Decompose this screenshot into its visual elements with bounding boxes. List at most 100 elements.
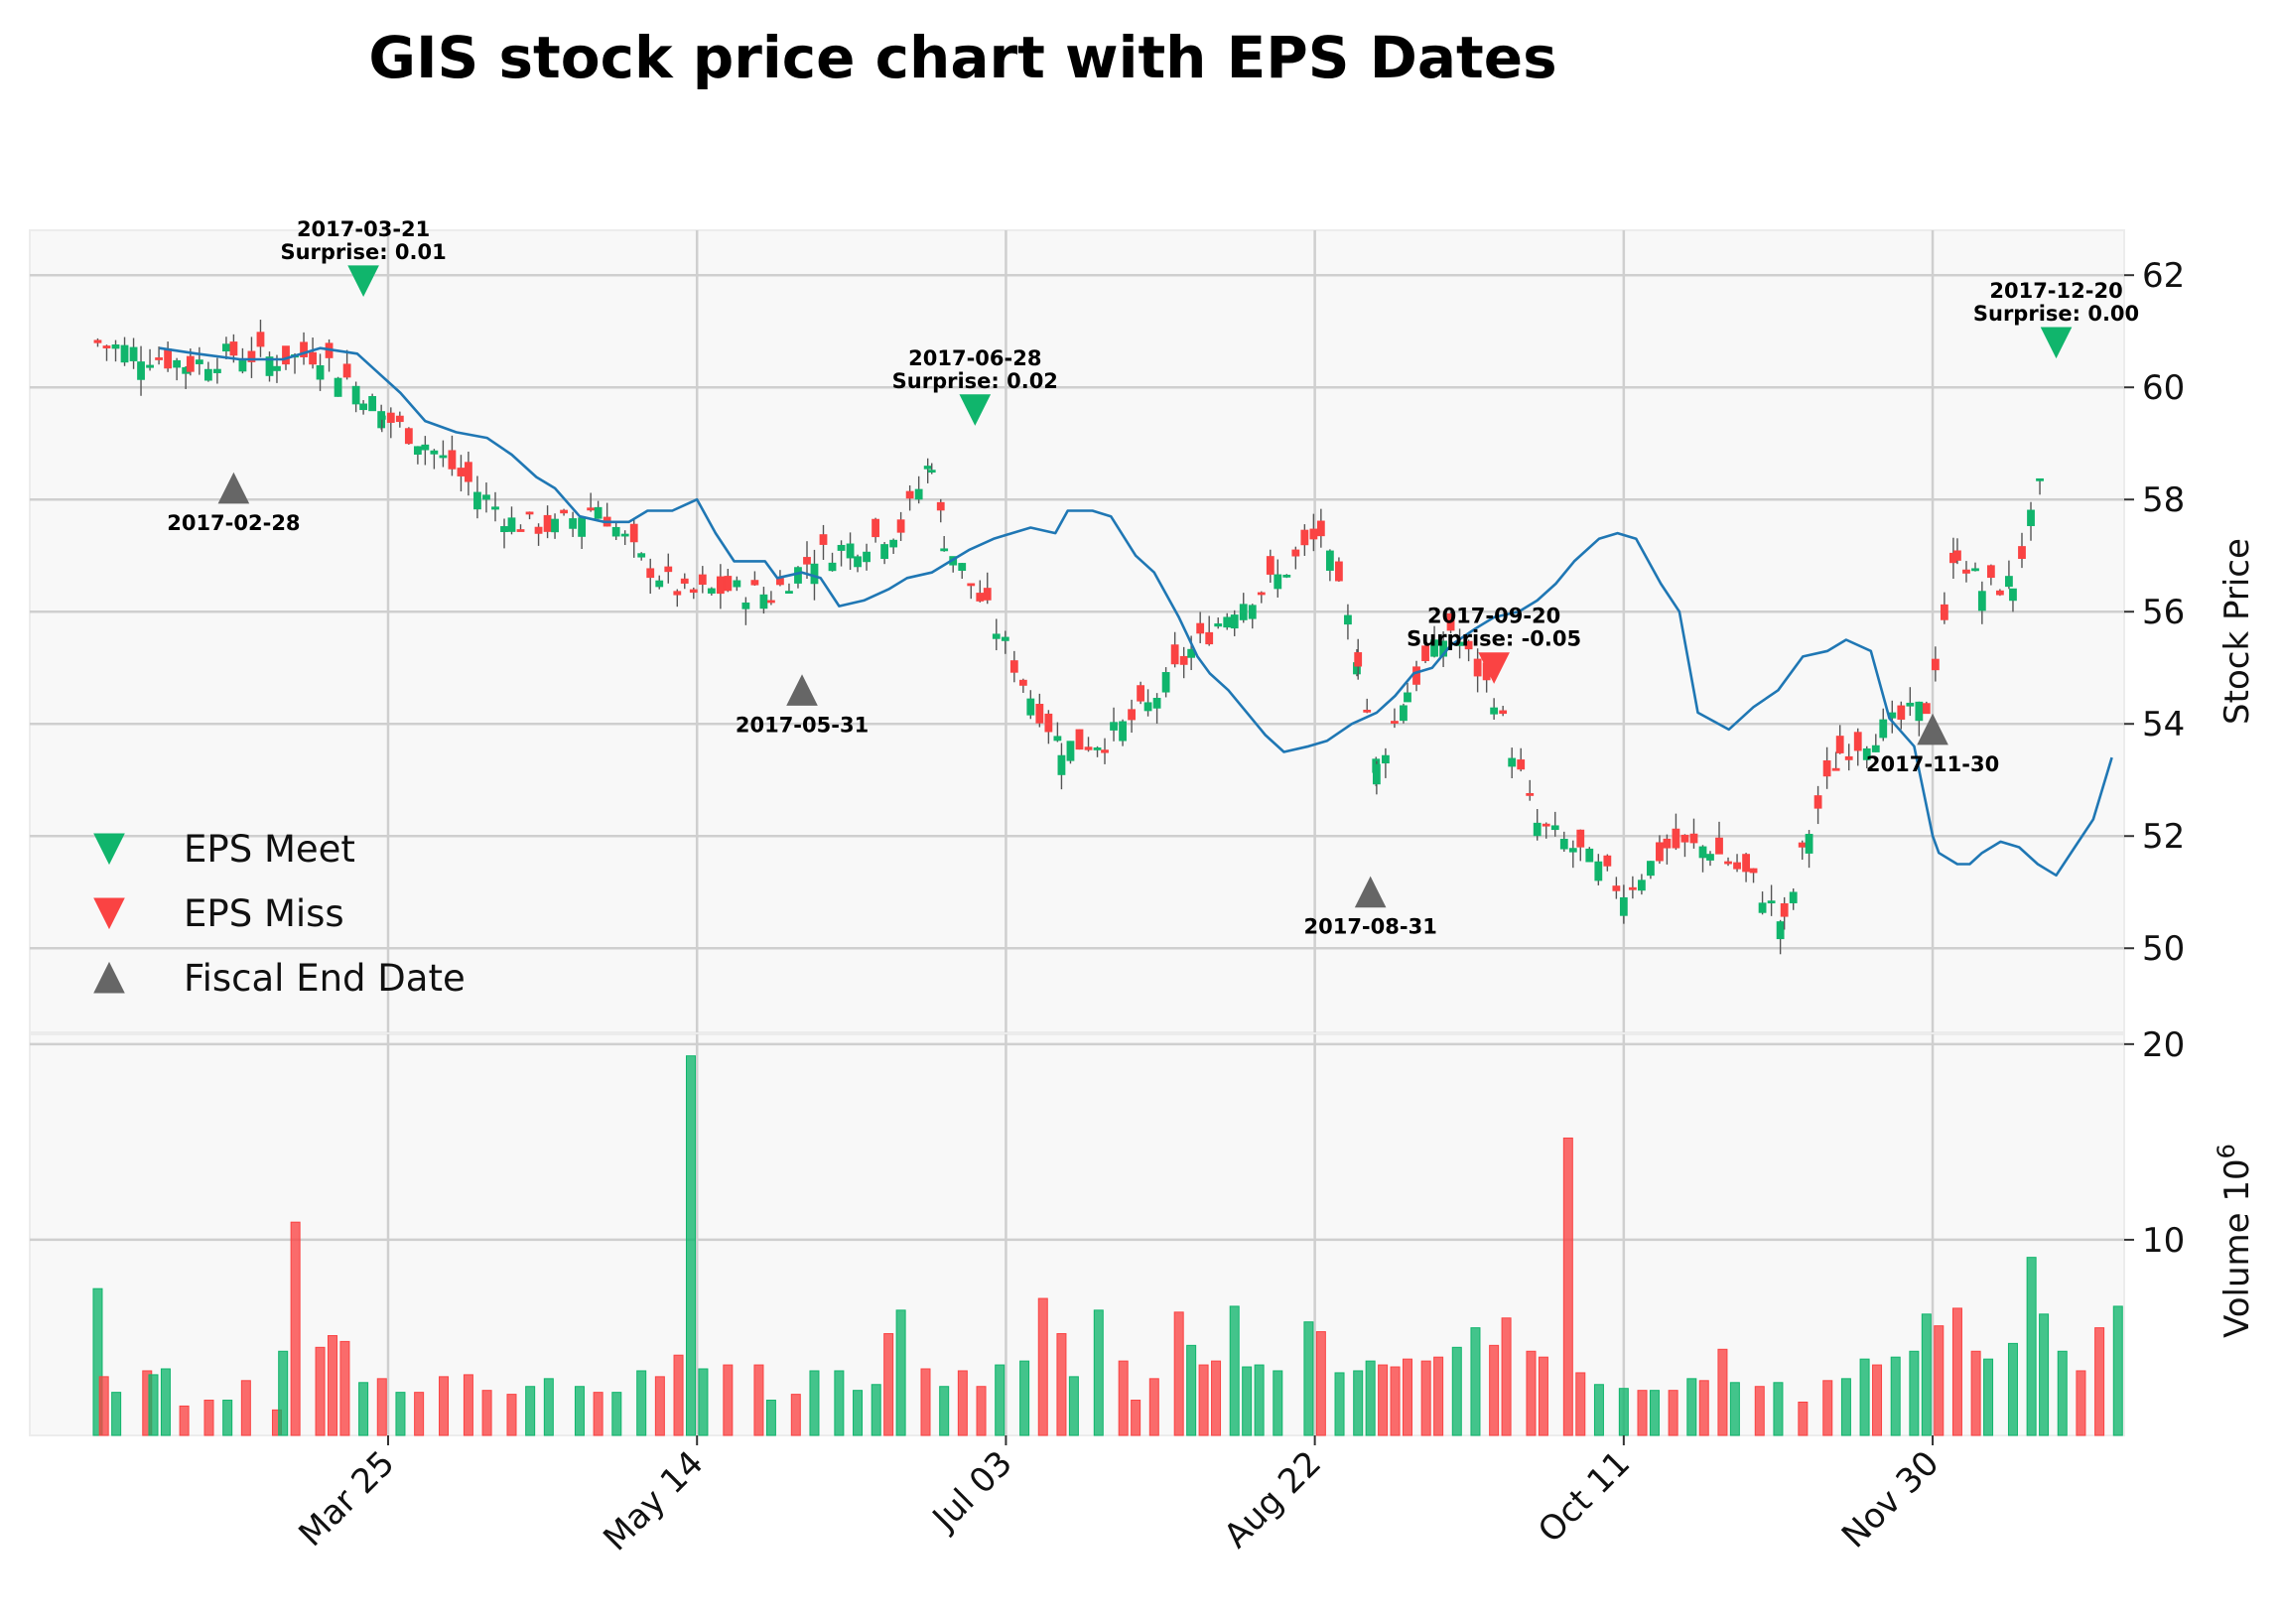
candle-body	[137, 361, 145, 380]
candle-body	[1813, 795, 1822, 809]
candle-body	[1248, 605, 1257, 619]
candle-body	[1879, 719, 1888, 739]
candle-body	[854, 556, 862, 568]
candle-body	[1550, 825, 1559, 831]
volume-bar	[1575, 1372, 1586, 1436]
volume-bar	[1773, 1382, 1784, 1436]
candle-body	[1223, 616, 1232, 628]
candle-body	[155, 357, 163, 360]
candle-body	[810, 563, 819, 585]
volume-bar	[1951, 1307, 1962, 1436]
volume-bar	[2007, 1342, 2018, 1436]
volume-bar	[1173, 1311, 1184, 1436]
candle-body	[186, 355, 195, 372]
candle-body	[1274, 574, 1282, 590]
candle-body	[936, 501, 945, 511]
candle-body	[733, 580, 741, 588]
candle-body	[1325, 550, 1334, 571]
x-tick-label: Mar 25	[291, 1443, 402, 1555]
candle-body	[1647, 861, 1655, 877]
volume-bar	[1698, 1380, 1709, 1436]
volume-bar	[1983, 1358, 1994, 1436]
candle-body	[1128, 709, 1136, 721]
candle-body	[102, 345, 111, 348]
candle-body	[646, 568, 655, 579]
volume-bar	[1840, 1378, 1851, 1436]
candle-body	[1517, 759, 1526, 770]
candle-body	[1257, 592, 1266, 596]
candle-body	[1953, 550, 1961, 561]
candle-body	[359, 403, 368, 411]
candle-body	[1628, 886, 1637, 890]
candle-body	[1473, 658, 1482, 677]
candle-body	[1931, 658, 1940, 671]
candle-body	[1057, 754, 1066, 775]
candle-body	[238, 360, 247, 372]
candle-body	[1446, 612, 1455, 631]
candle-body	[1862, 747, 1871, 760]
volume-bar	[1211, 1360, 1222, 1436]
candle-body	[1490, 707, 1499, 715]
candle-body	[698, 574, 707, 586]
candle-body	[1698, 846, 1707, 859]
candle-body	[1805, 834, 1813, 854]
volume-bar	[1668, 1390, 1678, 1436]
candle-body	[1831, 767, 1840, 771]
candle-body	[673, 591, 682, 596]
volume-bar	[995, 1364, 1006, 1436]
volume-bar	[1303, 1321, 1314, 1436]
candle-body	[1789, 891, 1798, 903]
candle-body	[1044, 713, 1053, 733]
legend-label: Fiscal End Date	[184, 957, 466, 1000]
candle-body	[395, 415, 404, 423]
candle-body	[1971, 568, 1979, 572]
candle-body	[534, 526, 543, 534]
candle-body	[569, 518, 578, 529]
candle-body	[1637, 880, 1646, 891]
legend-label: EPS Miss	[184, 892, 344, 935]
candle-body	[611, 526, 620, 537]
candle-body	[976, 593, 985, 602]
candle-body	[316, 365, 325, 380]
candle-body	[707, 588, 716, 594]
candle-body	[1161, 672, 1170, 693]
candle-body	[655, 580, 664, 588]
eps-miss-marker	[1478, 652, 1510, 684]
volume-bar	[1501, 1317, 1512, 1436]
volume-bar	[1729, 1382, 1740, 1436]
candle-body	[368, 395, 377, 412]
candle-body	[1018, 679, 1027, 686]
candle-body	[146, 364, 154, 368]
volume-bar	[1754, 1386, 1765, 1436]
volume-tick-label: 10	[2142, 1221, 2185, 1261]
volume-tick-label: 20	[2142, 1025, 2185, 1065]
volume-bar	[1526, 1350, 1537, 1436]
candle-body	[1282, 574, 1291, 578]
candle-body	[803, 557, 811, 565]
volume-bar	[1334, 1372, 1345, 1436]
volume-bar	[753, 1364, 764, 1436]
candle-body	[1568, 848, 1577, 853]
x-tick-label: May 14	[596, 1443, 711, 1558]
candle-body	[457, 468, 466, 476]
price-tick-label: 62	[2142, 256, 2185, 296]
candle-body	[334, 377, 342, 397]
volume-bar	[1433, 1356, 1444, 1436]
candle-body	[1084, 746, 1093, 750]
volume-bar	[2039, 1313, 2050, 1436]
candle-body	[1672, 828, 1680, 849]
eps-surprise-label: Surprise: 0.02	[892, 369, 1058, 393]
volume-bar	[1131, 1400, 1141, 1436]
candle-body	[1776, 921, 1785, 940]
candle-body	[377, 415, 386, 420]
volume-bar	[92, 1287, 103, 1436]
candle-body	[594, 506, 603, 519]
price-axis-title: Stock Price	[2217, 538, 2257, 725]
volume-bar	[1686, 1378, 1697, 1436]
candle-body	[386, 412, 395, 423]
eps-meet-marker	[347, 265, 379, 297]
volume-bar	[1934, 1325, 1945, 1436]
volume-bar	[339, 1340, 350, 1436]
candle-body	[1291, 549, 1300, 557]
candle-body	[716, 576, 725, 595]
